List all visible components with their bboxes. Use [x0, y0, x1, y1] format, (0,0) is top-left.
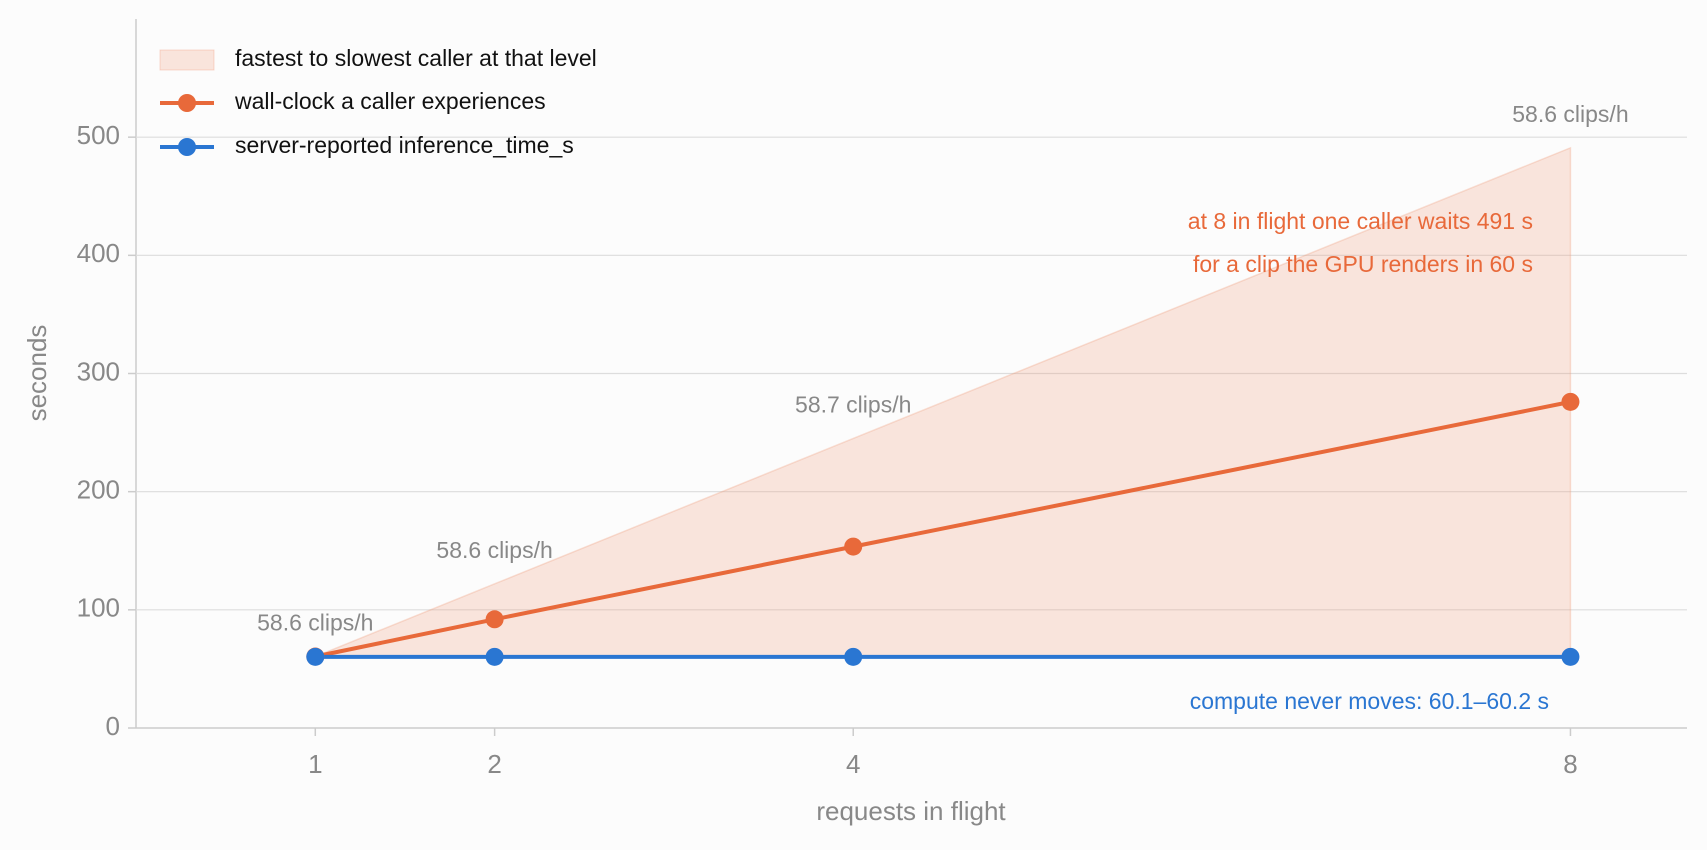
legend-label: fastest to slowest caller at that level — [235, 45, 597, 71]
point — [485, 610, 504, 629]
y-tick-label: 500 — [77, 120, 120, 150]
x-tick-label: 8 — [1563, 749, 1577, 779]
x-tick-label: 4 — [846, 749, 860, 779]
y-axis-title: seconds — [22, 325, 52, 422]
y-tick-label: 200 — [77, 475, 120, 505]
y-tick-label: 400 — [77, 238, 120, 268]
point — [1561, 647, 1580, 666]
legend-label: server-reported inference_time_s — [235, 132, 574, 158]
throughput-label: 58.6 clips/h — [1512, 101, 1628, 127]
y-tick-label: 300 — [77, 356, 120, 386]
x-tick-label: 1 — [308, 749, 322, 779]
series-line — [314, 399, 1571, 659]
annotation: compute never moves: 60.1–60.2 s — [1190, 688, 1549, 714]
y-tick-label: 100 — [77, 593, 120, 623]
annotation: for a clip the GPU renders in 60 s — [1193, 251, 1533, 277]
legend-marker — [178, 94, 196, 112]
point — [306, 647, 325, 666]
annotation: at 8 in flight one caller waits 491 s — [1188, 208, 1533, 234]
throughput-label: 58.6 clips/h — [436, 537, 552, 563]
throughput-label: 58.6 clips/h — [257, 610, 373, 636]
point — [844, 537, 863, 556]
point — [485, 647, 504, 666]
y-tick-label: 0 — [106, 711, 120, 741]
legend-label: wall-clock a caller experiences — [234, 88, 546, 114]
throughput-label: 58.7 clips/h — [795, 392, 911, 418]
legend-marker — [178, 138, 196, 156]
x-tick-label: 2 — [487, 749, 501, 779]
x-axis-title: requests in flight — [816, 796, 1006, 826]
point — [844, 647, 863, 666]
legend-swatch — [159, 49, 215, 71]
point — [1561, 392, 1580, 411]
